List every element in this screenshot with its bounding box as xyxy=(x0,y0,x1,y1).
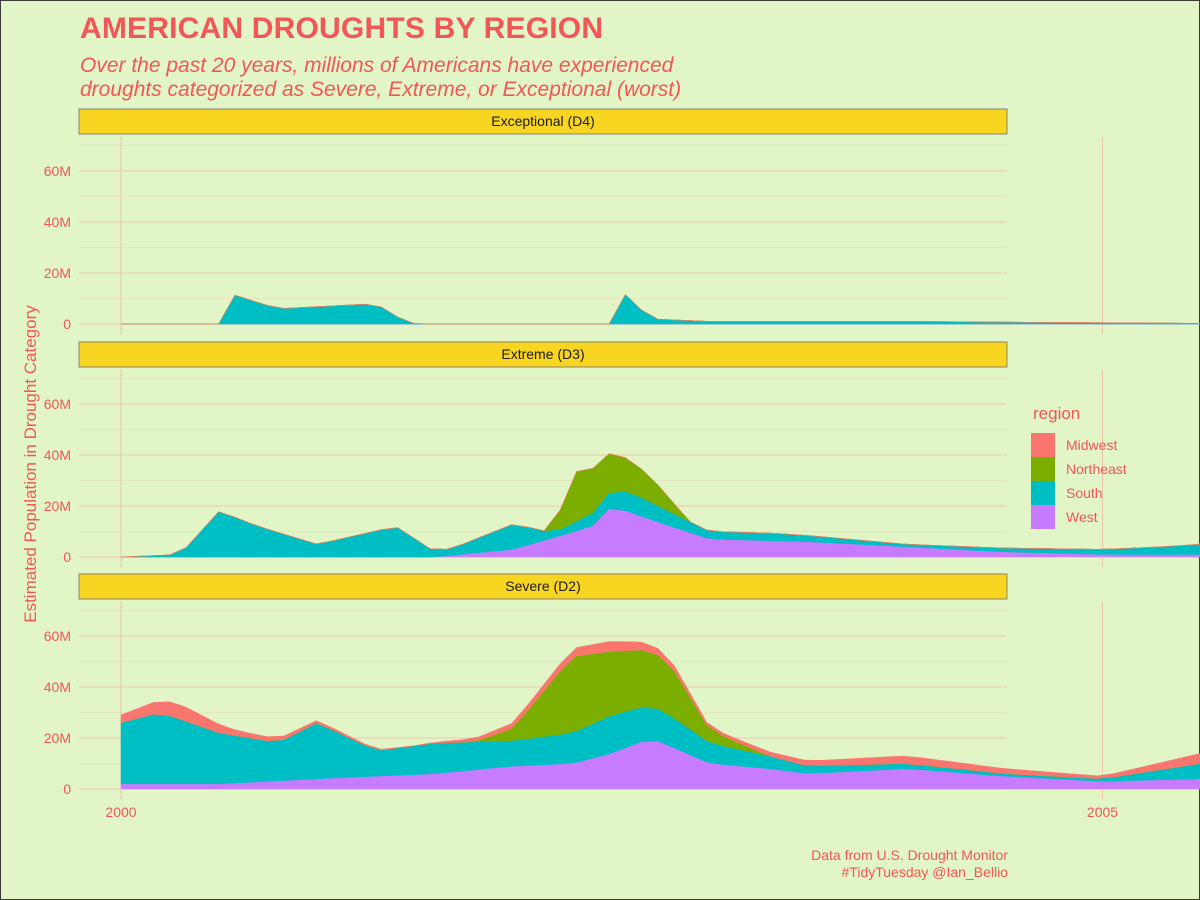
area-west-1 xyxy=(121,508,1200,558)
chart-title: AMERICAN DROUGHTS BY REGION xyxy=(80,12,604,45)
facet-strip-label-0: Exceptional (D4) xyxy=(491,113,595,129)
y-tick-label: 40M xyxy=(44,214,71,230)
y-tick-label: 0 xyxy=(63,316,71,332)
legend-label: South xyxy=(1066,485,1103,501)
x-tick-label: 2005 xyxy=(1087,804,1118,820)
legend-item: Midwest xyxy=(1031,433,1117,457)
y-tick-label: 60M xyxy=(44,163,71,179)
facet-strip-label-1: Extreme (D3) xyxy=(501,346,584,362)
x-tick-label: 2000 xyxy=(105,804,136,820)
y-tick-label: 60M xyxy=(44,396,71,412)
legend-swatch xyxy=(1031,457,1055,481)
caption: Data from U.S. Drought Monitor #TidyTues… xyxy=(811,847,1008,881)
area-south-1 xyxy=(120,491,1200,558)
facet-strip-1 xyxy=(78,341,1008,368)
legend-swatch xyxy=(1031,505,1055,529)
facet-strip-0 xyxy=(78,108,1008,135)
y-tick-label: 0 xyxy=(63,549,71,565)
facet-strip-label-2: Severe (D2) xyxy=(505,578,580,594)
y-tick-label: 20M xyxy=(44,730,71,746)
y-tick-label: 20M xyxy=(44,265,71,281)
legend-item: Northeast xyxy=(1031,457,1127,481)
y-tick-label: 40M xyxy=(44,679,71,695)
legend-item: West xyxy=(1031,505,1098,529)
caption-credit: #TidyTuesday @Ian_Bellio xyxy=(841,864,1008,880)
area-south-0 xyxy=(121,294,1200,325)
y-tick-label: 0 xyxy=(63,781,71,797)
legend-swatch xyxy=(1031,481,1055,505)
legend-label: Northeast xyxy=(1066,461,1127,477)
legend-item: South xyxy=(1031,481,1103,505)
area-south-2 xyxy=(120,707,1200,785)
area-west-2 xyxy=(120,740,1200,790)
y-tick-label: 60M xyxy=(44,628,71,644)
legend-swatch xyxy=(1031,433,1055,457)
legend-label: West xyxy=(1066,509,1098,525)
legend-label: Midwest xyxy=(1066,437,1118,453)
chart-subtitle: Over the past 20 years, millions of Amer… xyxy=(80,54,682,101)
area-northeast-2 xyxy=(120,649,1200,779)
y-tick-label: 40M xyxy=(44,447,71,463)
legend-title: region xyxy=(1033,404,1081,423)
area-northeast-1 xyxy=(120,453,1200,558)
caption-source: Data from U.S. Drought Monitor xyxy=(811,847,1008,863)
facet-strip-2 xyxy=(78,573,1008,600)
y-tick-label: 20M xyxy=(44,498,71,514)
